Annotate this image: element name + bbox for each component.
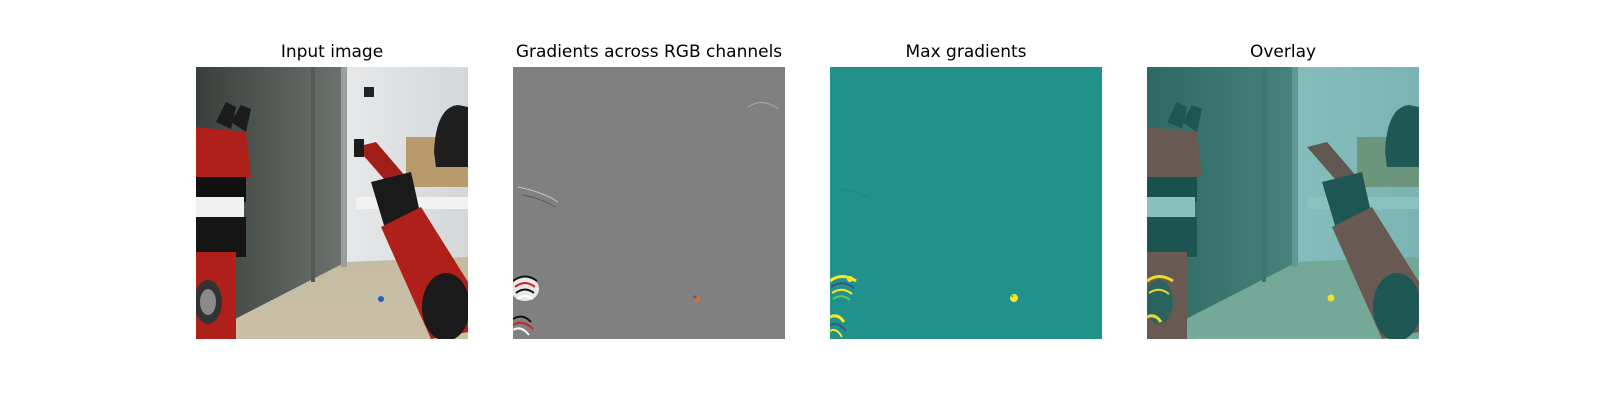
panel-title: Input image [280,42,384,62]
max-gradients-image [830,67,1102,339]
panel-gradients-rgb: Gradients across RGB channels [513,0,785,400]
panel-title: Gradients across RGB channels [515,42,783,62]
gradient-artifact-bottom-left [513,275,539,336]
overlay-image [1147,67,1419,339]
panel-title: Overlay [1249,42,1317,62]
max-gradient-artifact-bottom-left [830,275,857,338]
panel-max-gradients: Max gradients [830,0,1102,400]
panel-title: Max gradients [905,42,1027,62]
panel-overlay: Overlay [1147,0,1419,400]
input-image [196,67,468,339]
gradients-rgb-image [513,67,785,339]
panel-input-image: Input image [196,0,468,400]
